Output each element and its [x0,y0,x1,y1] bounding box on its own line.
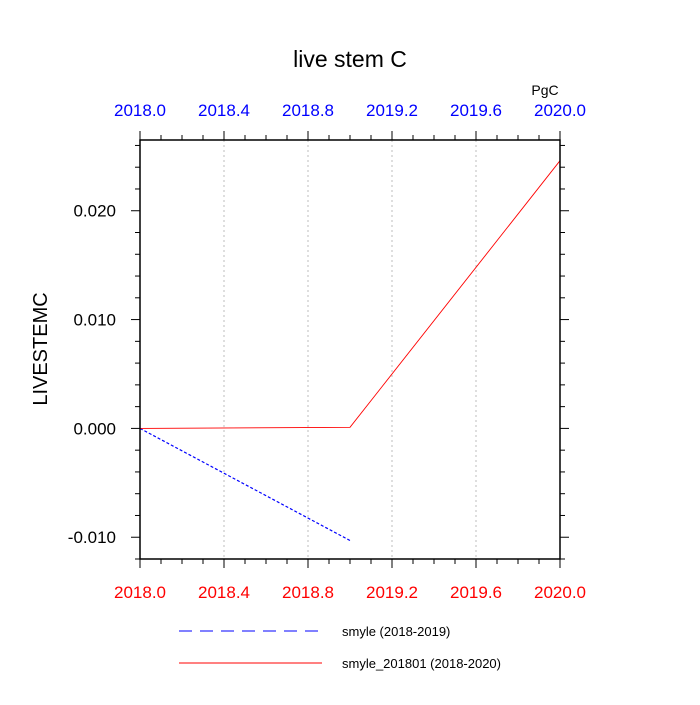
grid-lines [223,140,477,559]
x-tick-label-top: 2019.6 [450,101,502,120]
x-tick-label-top: 2019.2 [366,101,418,120]
x-tick-label-top: 2018.0 [114,101,166,120]
x-tick-label-bottom: 2018.0 [114,583,166,602]
x-tick-label-bottom: 2019.2 [366,583,418,602]
series-line [139,160,561,429]
x-tick-label-bottom: 2019.6 [450,583,502,602]
legend: smyle (2018-2019) smyle_201801 (2018-2020… [179,624,501,671]
axes: 2018.0 2018.0 2018.4 2018.4 2018.8 2018.8 2019… [68,101,586,602]
x-tick-label-bottom: 2018.4 [198,583,250,602]
x-tick-label-bottom: 2018.8 [282,583,334,602]
y-axis-label: LIVESTEMC [30,292,52,405]
chart-title: live stem C [293,46,407,72]
y-tick-label: -0.010 [68,528,116,547]
legend-label: smyle (2018-2019) [342,624,450,639]
y-tick-label: 0.020 [73,202,116,221]
x-tick-label-top: 2020.0 [534,101,586,120]
series-line [139,427,351,542]
x-tick-label-top: 2018.4 [198,101,250,120]
x-tick-label-bottom: 2020.0 [534,583,586,602]
plot-frame [139,139,561,560]
legend-label: smyle_201801 (2018-2020) [342,656,501,671]
y-tick-label: 0.010 [73,311,116,330]
y-tick-label: 0.000 [73,419,116,438]
x-tick-label-top: 2018.8 [282,101,334,120]
units-label: PgC [531,82,558,98]
series-layer [139,160,561,542]
